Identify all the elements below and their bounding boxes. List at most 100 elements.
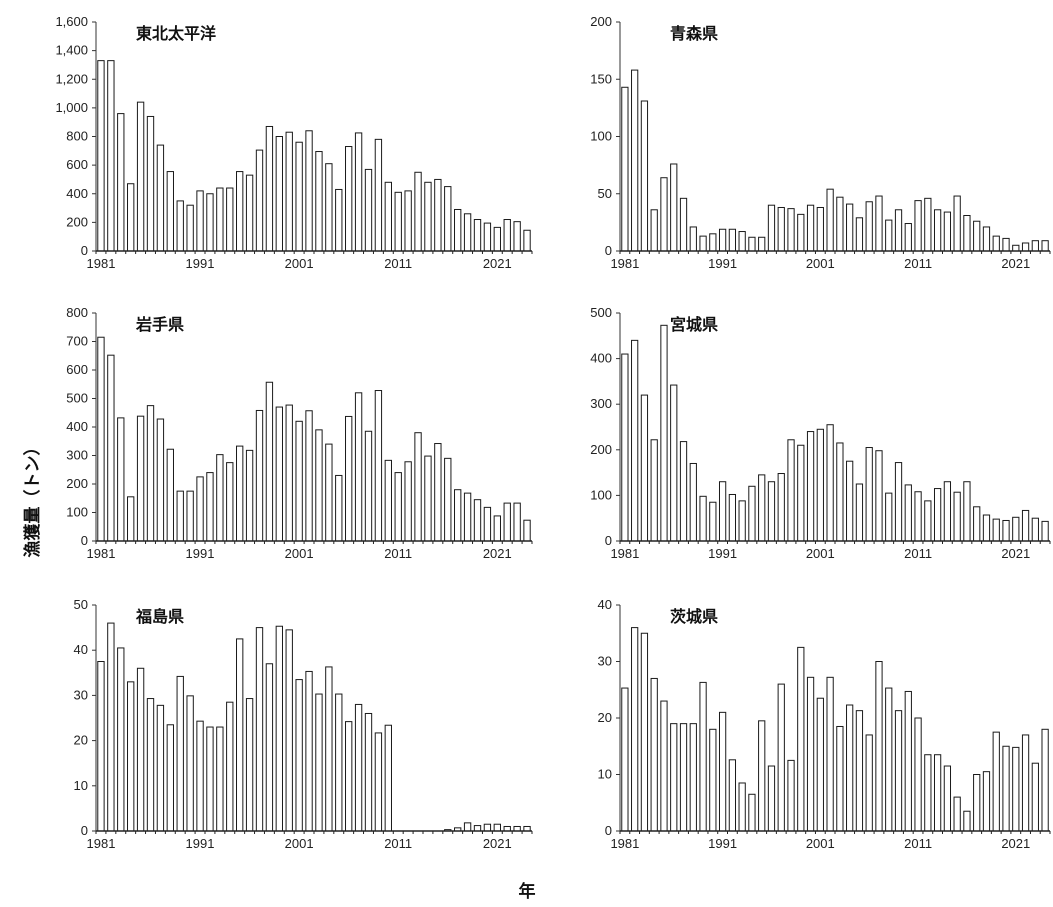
bar: [943, 211, 952, 252]
bar: [973, 774, 981, 832]
y-tick-label: 400: [66, 186, 88, 201]
bar: [758, 720, 766, 832]
y-tick-label: 200: [590, 14, 612, 29]
bar: [1012, 516, 1020, 542]
bar: [245, 449, 254, 542]
y-tick-label: 10: [598, 767, 612, 782]
bar: [384, 181, 392, 252]
bar: [855, 483, 864, 542]
bar: [631, 339, 639, 542]
y-tick-label: 1,600: [55, 14, 88, 29]
bar: [894, 209, 903, 252]
bar: [865, 447, 873, 542]
bar: [186, 490, 194, 542]
bar: [285, 404, 293, 542]
bar: [404, 190, 412, 252]
bar: [226, 701, 234, 832]
bar: [826, 188, 834, 252]
bar: [176, 675, 184, 832]
bar: [275, 406, 283, 542]
x-tick-label: 1991: [186, 546, 215, 561]
bar: [1031, 762, 1039, 832]
bar: [206, 472, 214, 542]
bar: [679, 723, 688, 832]
bar: [953, 491, 961, 542]
bar: [640, 632, 649, 832]
bar: [335, 474, 343, 542]
bar: [875, 195, 883, 252]
bar: [836, 725, 844, 832]
bar: [394, 191, 402, 252]
y-tick-label: 20: [598, 710, 612, 725]
bar: [1021, 242, 1030, 252]
bar: [875, 450, 883, 542]
bar: [424, 455, 432, 542]
bar: [354, 392, 363, 542]
bar: [894, 710, 903, 832]
panel-title: 茨城県: [670, 607, 718, 626]
bar: [364, 168, 373, 252]
bar: [156, 704, 165, 832]
bar: [767, 481, 776, 542]
x-tick-label: 1981: [610, 256, 639, 271]
y-tick-label: 200: [66, 214, 88, 229]
bar: [493, 515, 501, 542]
bar: [503, 219, 511, 252]
bar: [424, 181, 432, 252]
bar: [305, 130, 313, 252]
bar: [364, 430, 373, 542]
bar: [117, 113, 125, 252]
y-tick-label: 300: [590, 396, 612, 411]
bar: [660, 700, 668, 832]
bar: [914, 717, 922, 832]
y-axis-label: 漁獲量（トン）: [22, 439, 43, 558]
bar: [315, 429, 323, 542]
bar: [206, 193, 214, 252]
x-tick-label: 1981: [87, 256, 116, 271]
bar: [136, 667, 145, 832]
bar: [295, 420, 303, 542]
bar: [146, 405, 155, 542]
bar: [374, 138, 383, 252]
bar: [107, 60, 115, 252]
bar: [855, 710, 864, 832]
bar: [127, 496, 135, 542]
bar: [943, 765, 952, 832]
x-tick-label: 2001: [806, 836, 835, 851]
bar: [933, 209, 942, 252]
bar: [1041, 728, 1049, 832]
bar: [914, 491, 922, 542]
bar: [943, 481, 952, 542]
x-tick-label: 2021: [1001, 836, 1030, 851]
y-tick-label: 40: [598, 597, 612, 612]
bar: [933, 488, 942, 542]
bar: [767, 204, 776, 252]
bar: [434, 443, 442, 542]
bar: [295, 141, 303, 252]
panel-title: 岩手県: [135, 315, 184, 334]
bar: [206, 726, 214, 832]
bar: [265, 663, 274, 832]
x-tick-label: 1981: [87, 836, 116, 851]
bar: [797, 646, 805, 832]
bar: [186, 695, 194, 832]
bar: [493, 823, 501, 832]
bar: [523, 229, 531, 252]
bar: [885, 219, 893, 252]
bar: [679, 197, 688, 252]
bar: [777, 683, 785, 832]
bar: [117, 647, 125, 832]
bar: [631, 69, 639, 252]
bar: [953, 195, 961, 252]
panel-4: 0 100 200 300 400 500 1981 1991 2001 2011 2021 宮城県: [590, 305, 1051, 561]
bar: [963, 810, 971, 832]
bar: [236, 445, 244, 542]
bar: [444, 186, 452, 252]
bar: [97, 60, 105, 252]
bar: [787, 208, 795, 252]
bar: [454, 489, 462, 542]
y-tick-label: 30: [74, 687, 88, 702]
bar: [186, 204, 194, 252]
y-tick-label: 100: [590, 487, 612, 502]
